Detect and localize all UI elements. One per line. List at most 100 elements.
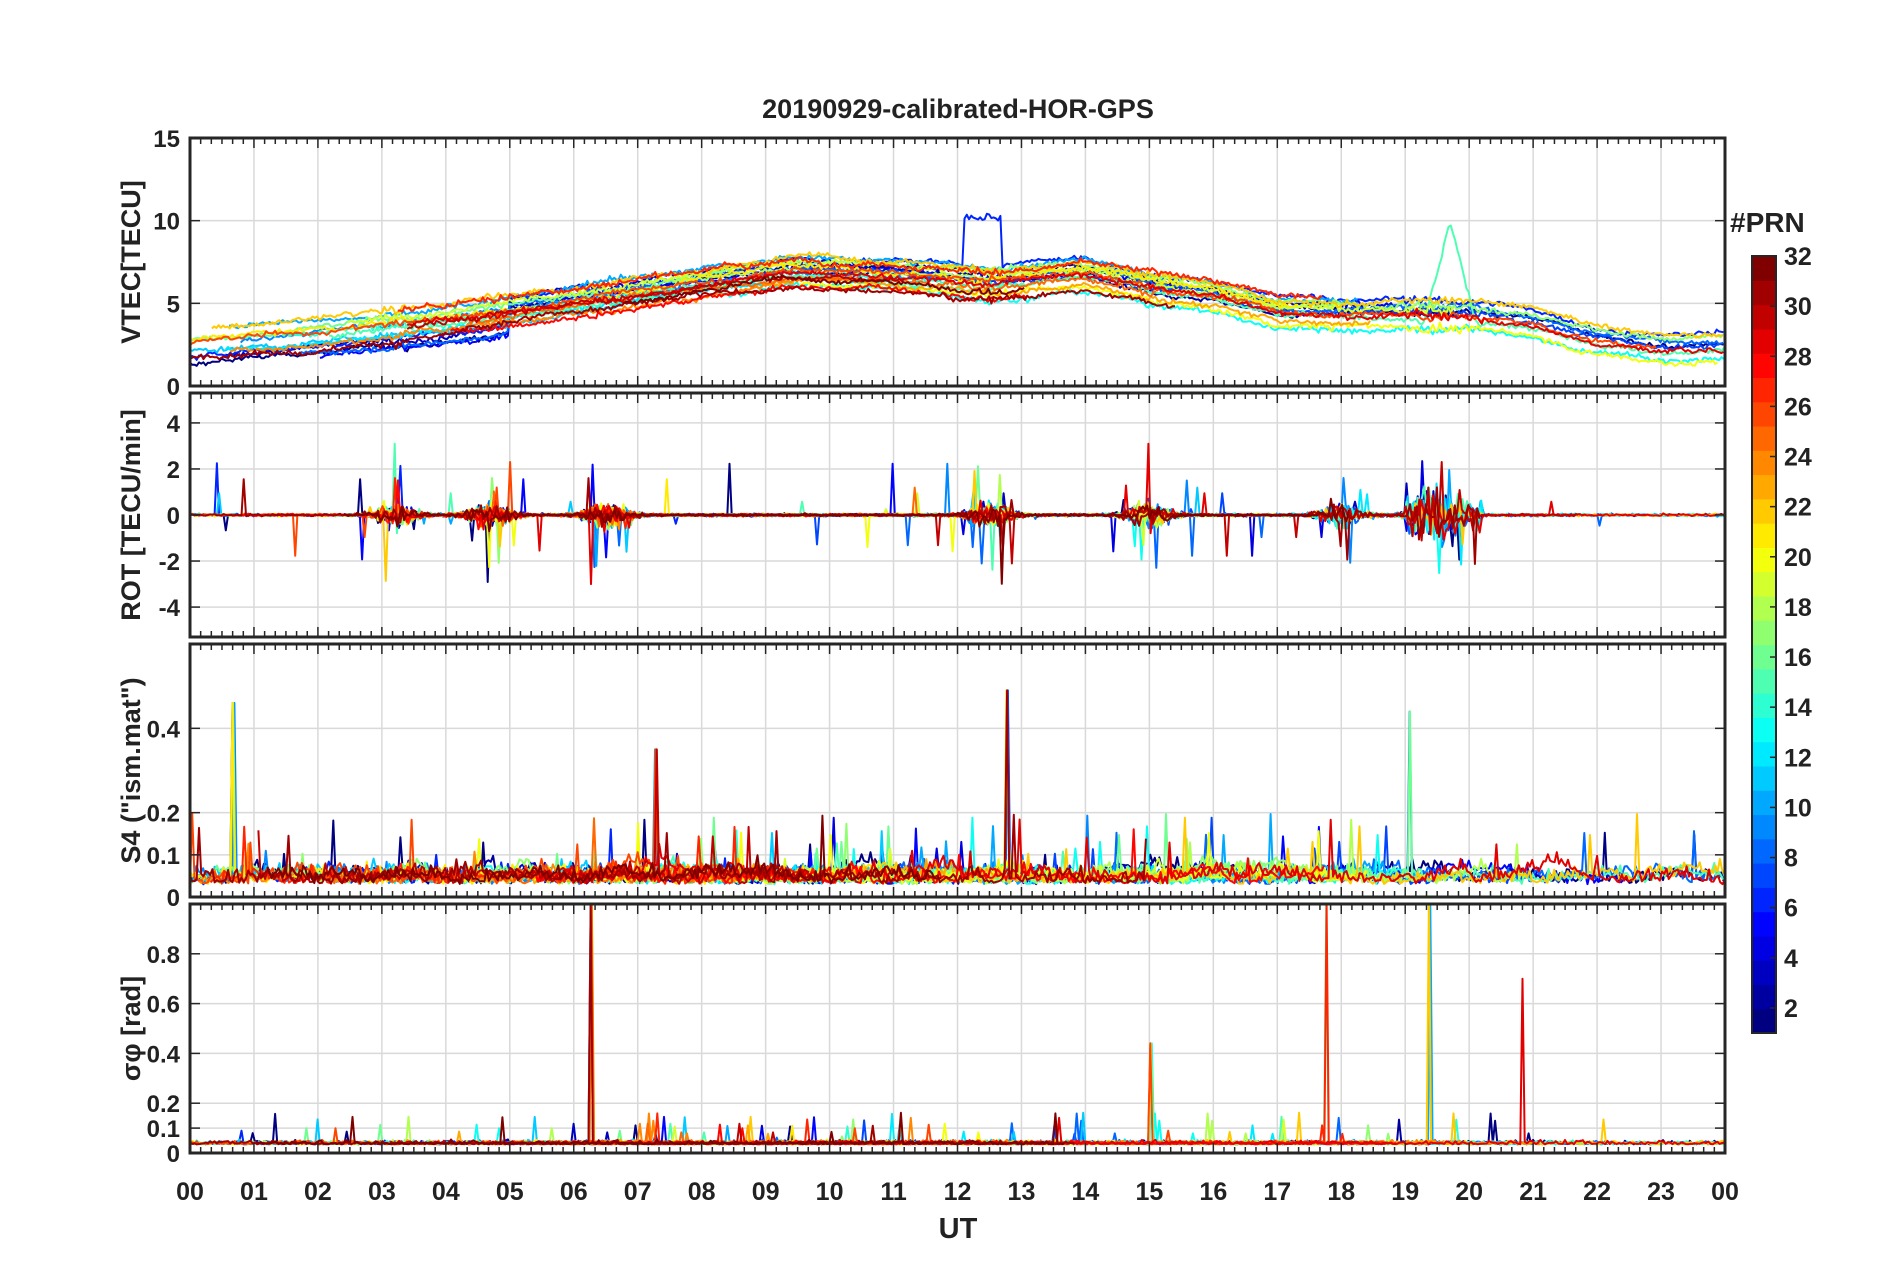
x-tick-label: 04 bbox=[432, 1178, 460, 1206]
y-tick-label: 0.1 bbox=[147, 843, 180, 870]
colorbar-segment bbox=[1752, 935, 1776, 961]
y-axis-label-sigma-phi: σφ [rad] bbox=[116, 976, 146, 1081]
colorbar-segment bbox=[1752, 620, 1776, 646]
y-axis-label-s4: S4 ("ism.mat") bbox=[116, 677, 146, 863]
y-tick-label: 0.2 bbox=[147, 801, 180, 828]
series-line-prn-32 bbox=[266, 814, 942, 885]
colorbar-tick-label: 26 bbox=[1784, 393, 1812, 421]
x-tick-label: 00 bbox=[176, 1178, 204, 1206]
series-line-prn-29 bbox=[539, 818, 1725, 886]
tick-marks bbox=[189, 137, 1726, 387]
y-axis-label-rot: ROT [TECU/min] bbox=[116, 409, 146, 620]
x-tick-label: 02 bbox=[304, 1178, 332, 1206]
x-tick-label: 06 bbox=[560, 1178, 588, 1206]
colorbar-segment bbox=[1752, 838, 1776, 864]
colorbar-frame bbox=[1751, 255, 1777, 1034]
x-tick-label: 15 bbox=[1135, 1178, 1163, 1206]
colorbar-segment bbox=[1752, 547, 1776, 573]
colorbar-segment bbox=[1752, 911, 1776, 937]
x-tick-label: 21 bbox=[1519, 1178, 1547, 1206]
colorbar-segment bbox=[1752, 960, 1776, 986]
colorbar-segment bbox=[1752, 984, 1776, 1010]
colorbar-segment bbox=[1752, 765, 1776, 791]
colorbar-tick-label: 12 bbox=[1784, 744, 1812, 772]
colorbar-segment bbox=[1752, 401, 1776, 427]
y-tick-label: -4 bbox=[159, 595, 181, 622]
y-tick-label: 4 bbox=[167, 411, 181, 438]
colorbar-tick-label: 30 bbox=[1784, 293, 1812, 321]
colorbar-segment bbox=[1752, 693, 1776, 718]
y-tick-label: -2 bbox=[159, 549, 180, 576]
x-tick-label: 00 bbox=[1711, 1178, 1739, 1206]
series-line-prn-24 bbox=[230, 275, 859, 353]
colorbar-tick-label: 28 bbox=[1784, 343, 1812, 371]
colorbar-segment bbox=[1752, 717, 1776, 743]
series-line-prn-20 bbox=[799, 281, 1718, 367]
colorbar-segment bbox=[1752, 498, 1776, 524]
colorbar-segment bbox=[1752, 523, 1776, 548]
y-tick-label: 0.6 bbox=[147, 992, 180, 1019]
colorbar-segment bbox=[1752, 668, 1776, 694]
colorbar-segment bbox=[1752, 328, 1776, 354]
y-tick-label: 0 bbox=[167, 374, 180, 401]
series-line-prn-31 bbox=[190, 285, 1176, 361]
colorbar-tick-label: 18 bbox=[1784, 594, 1812, 622]
colorbar-tick-label: 32 bbox=[1784, 243, 1812, 271]
chart-title: 20190929-calibrated-HOR-GPS bbox=[762, 94, 1154, 124]
colorbar-tick-label: 8 bbox=[1784, 845, 1798, 873]
y-tick-label: 0 bbox=[167, 885, 180, 912]
y-tick-label: 0.4 bbox=[147, 716, 181, 743]
colorbar-segment bbox=[1752, 425, 1776, 451]
x-tick-label: 22 bbox=[1583, 1178, 1611, 1206]
y-tick-label: 15 bbox=[153, 126, 180, 153]
x-tick-label: 11 bbox=[880, 1178, 907, 1206]
y-tick-label: 0.4 bbox=[147, 1041, 181, 1068]
y-axis-label-vtec: VTEC[TECU] bbox=[116, 180, 146, 344]
colorbar-tick-label: 10 bbox=[1784, 794, 1812, 822]
colorbar-tick-label: 6 bbox=[1784, 895, 1798, 923]
colorbar-segment bbox=[1752, 1008, 1776, 1034]
x-tick-label: 16 bbox=[1199, 1178, 1227, 1206]
colorbar-segment bbox=[1752, 256, 1776, 281]
colorbar-segment bbox=[1752, 304, 1776, 330]
x-tick-label: 10 bbox=[816, 1178, 844, 1206]
colorbar-segment bbox=[1752, 595, 1776, 621]
panel-rot: -4 -2 0 2 4 ROT [TECU/min] bbox=[116, 391, 1727, 639]
y-tick-label: 0.1 bbox=[147, 1116, 180, 1143]
colorbar-tick-label: 16 bbox=[1784, 644, 1812, 672]
y-tick-label: 0.2 bbox=[147, 1091, 180, 1118]
x-tick-label: 03 bbox=[368, 1178, 396, 1206]
colorbar-title: #PRN bbox=[1730, 207, 1805, 238]
colorbar-tick-label: 20 bbox=[1784, 544, 1812, 572]
colorbar-tick-label: 14 bbox=[1784, 694, 1812, 722]
x-tick-label: 08 bbox=[688, 1178, 716, 1206]
colorbar-segment bbox=[1752, 863, 1776, 888]
colorbar-segment bbox=[1752, 887, 1776, 913]
colorbar-tick-label: 4 bbox=[1784, 945, 1798, 973]
y-tick-label: 0 bbox=[167, 1141, 180, 1168]
y-tick-label: 0.8 bbox=[147, 942, 180, 969]
x-tick-label: 05 bbox=[496, 1178, 524, 1206]
colorbar-tick-label: 2 bbox=[1784, 995, 1798, 1023]
y-tick-label: 2 bbox=[167, 457, 180, 484]
series-line-prn-31 bbox=[190, 689, 1147, 885]
x-tick-label: 01 bbox=[240, 1178, 268, 1206]
tick-marks bbox=[189, 904, 1726, 1154]
y-tick-label: 5 bbox=[167, 291, 180, 318]
x-axis-tick-labels: 00 01 02 03 04 05 06 07 08 09 10 11 12 13 14 15 16 17 18 19… bbox=[176, 1178, 1739, 1206]
series-line-prn-32 bbox=[622, 274, 1025, 305]
colorbar-segment bbox=[1752, 450, 1776, 476]
x-tick-label: 19 bbox=[1391, 1178, 1419, 1206]
y-tick-label: 10 bbox=[153, 209, 180, 236]
tick-marks bbox=[189, 393, 1726, 637]
colorbar-segment bbox=[1752, 474, 1776, 500]
series-line-prn-26 bbox=[190, 265, 1657, 350]
colorbar-tick-label: 22 bbox=[1784, 494, 1812, 522]
panel-vtec: 0 5 10 15 VTEC[TECU] bbox=[116, 126, 1727, 401]
colorbar-segment bbox=[1752, 377, 1776, 403]
x-axis-label: UT bbox=[939, 1213, 978, 1245]
panel-sigma-phi: 00.10.2 0.4 0.6 0.8σφ [rad] bbox=[116, 902, 1727, 1168]
colorbar-segment bbox=[1752, 814, 1776, 840]
x-tick-label: 14 bbox=[1072, 1178, 1100, 1206]
x-tick-label: 23 bbox=[1647, 1178, 1675, 1206]
